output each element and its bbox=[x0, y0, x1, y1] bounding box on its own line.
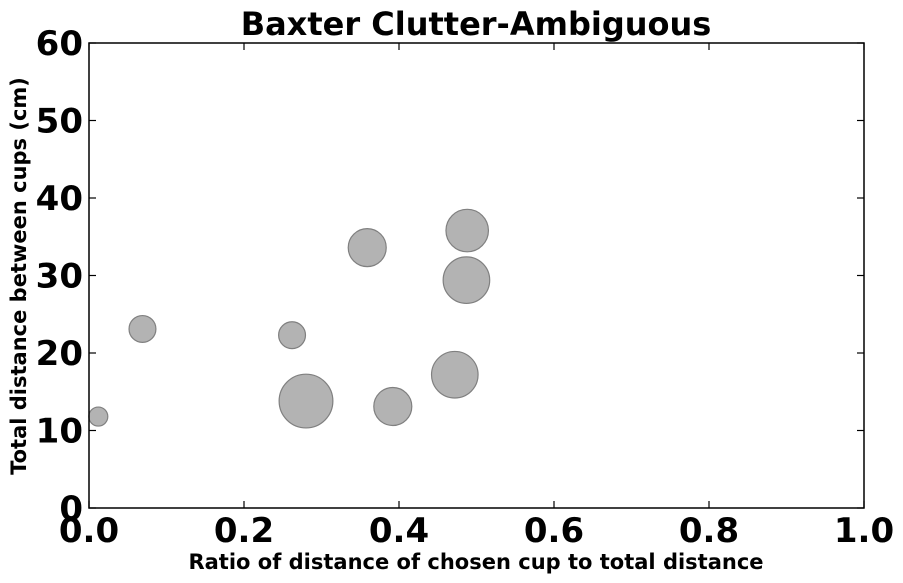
x-axis-label: Ratio of distance of chosen cup to total… bbox=[188, 550, 763, 574]
data-point-2 bbox=[128, 314, 157, 344]
axis-ticks bbox=[88, 42, 865, 509]
x-tick-label: 0.6 bbox=[524, 511, 584, 551]
y-tick-label: 10 bbox=[36, 412, 83, 452]
x-tick-label: 0.4 bbox=[369, 511, 429, 551]
x-tick-label: 0.8 bbox=[679, 511, 739, 551]
y-tick-label: 20 bbox=[36, 334, 83, 374]
data-point-3 bbox=[278, 321, 307, 350]
y-tick-label: 50 bbox=[36, 102, 83, 142]
data-point-5 bbox=[347, 228, 387, 268]
x-tick-label: 0.2 bbox=[214, 511, 274, 551]
data-point-8 bbox=[445, 208, 490, 253]
x-tick-labels: 0.0 0.2 0.4 0.6 0.8 1.0 bbox=[59, 511, 894, 551]
y-tick-label: 60 bbox=[36, 24, 83, 64]
data-point-6 bbox=[373, 386, 413, 427]
y-tick-label: 0 bbox=[59, 489, 83, 529]
chart-title: Baxter Clutter-Ambiguous bbox=[241, 5, 712, 43]
x-tick-label: 1.0 bbox=[834, 511, 894, 551]
data-point-1 bbox=[88, 406, 109, 427]
y-tick-labels: 0 10 20 30 40 50 60 bbox=[36, 24, 83, 529]
y-axis-label: Total distance between cups (cm) bbox=[7, 77, 31, 475]
y-tick-label: 40 bbox=[36, 179, 83, 219]
data-point-4 bbox=[278, 373, 334, 429]
x-tick-label: 0.0 bbox=[59, 511, 119, 551]
data-points bbox=[88, 208, 491, 429]
y-tick-label: 30 bbox=[36, 257, 83, 297]
data-point-7 bbox=[430, 350, 479, 399]
data-point-9 bbox=[442, 256, 491, 305]
